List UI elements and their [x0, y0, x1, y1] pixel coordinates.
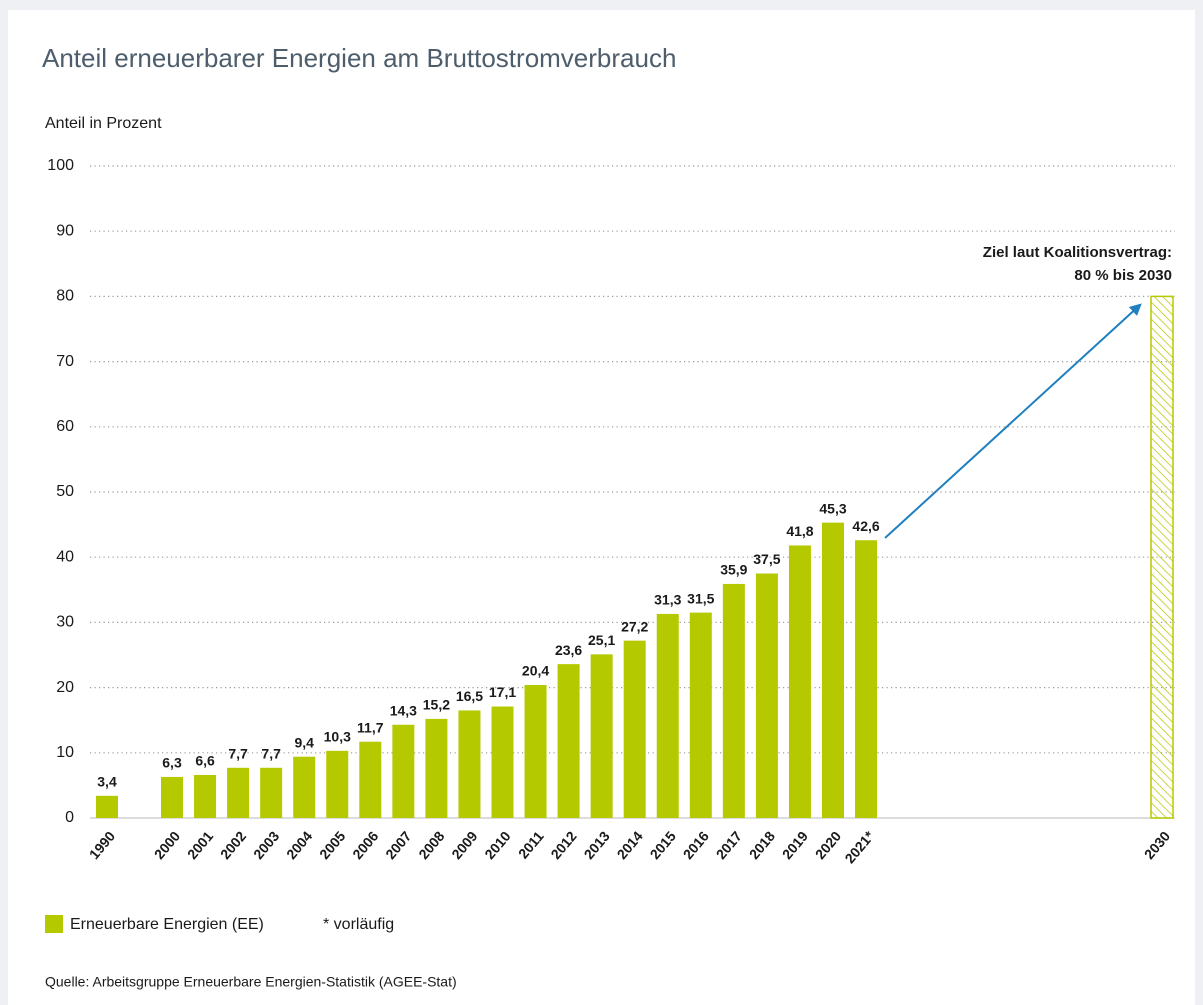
- bar: [491, 706, 514, 818]
- value-label: 14,3: [390, 702, 417, 718]
- value-label: 7,7: [228, 745, 248, 761]
- value-label: 31,3: [654, 592, 681, 608]
- bar: [524, 684, 547, 818]
- value-label: 41,8: [786, 523, 813, 539]
- bar: [656, 613, 679, 818]
- y-tick-label: 40: [56, 548, 74, 565]
- value-label: 35,9: [720, 562, 747, 578]
- value-label: 20,4: [522, 663, 549, 679]
- value-label: 9,4: [294, 734, 314, 750]
- y-tick-label: 70: [56, 353, 74, 370]
- y-tick-label: 90: [56, 222, 74, 239]
- bar: [689, 612, 712, 818]
- bar: [425, 718, 448, 818]
- y-tick-label: 50: [56, 483, 74, 500]
- arrow: [884, 303, 1142, 539]
- card: [8, 10, 1195, 1005]
- y-tick-label: 60: [56, 418, 74, 435]
- bar: [161, 776, 183, 818]
- value-label: 11,7: [357, 719, 384, 735]
- chart-title: Anteil erneuerbarer Energien am Bruttost…: [42, 43, 676, 73]
- footnote: * vorläufig: [323, 916, 394, 933]
- source: Quelle: Arbeitsgruppe Erneuerbare Energi…: [45, 974, 457, 990]
- bar: [557, 664, 580, 818]
- y-tick-label: 30: [56, 614, 74, 631]
- bar: [590, 654, 613, 818]
- bar: [194, 774, 217, 818]
- legend-label: Erneuerbare Energien (EE): [70, 916, 264, 933]
- bar: [359, 741, 382, 818]
- value-label: 15,2: [423, 697, 450, 713]
- bar: [293, 756, 316, 818]
- y-tick-label: 10: [56, 744, 74, 761]
- y-tick-label: 80: [56, 288, 74, 305]
- value-label: 45,3: [819, 500, 846, 516]
- target-bar: [1150, 295, 1174, 819]
- y-axis-label: Anteil in Prozent: [45, 115, 162, 132]
- bar: [392, 724, 415, 818]
- y-tick-label: 100: [47, 157, 74, 174]
- bar: [326, 750, 349, 818]
- value-label: 6,6: [195, 753, 215, 769]
- bar: [458, 710, 481, 818]
- value-label: 10,3: [324, 729, 351, 745]
- bar: [855, 540, 878, 818]
- value-label: 31,5: [687, 590, 714, 606]
- value-label: 27,2: [621, 618, 648, 634]
- y-tick-label: 0: [65, 809, 74, 826]
- value-label: 23,6: [555, 642, 582, 658]
- value-label: 17,1: [489, 684, 516, 700]
- bar: [260, 767, 283, 818]
- annotation: Ziel laut Koalitionsvertrag:: [983, 244, 1172, 261]
- value-label: 3,4: [97, 774, 117, 790]
- bar: [623, 640, 646, 818]
- annotation: 80 % bis 2030: [1074, 267, 1172, 284]
- y-tick-label: 20: [56, 679, 74, 696]
- bar: [755, 573, 778, 818]
- value-label: 7,7: [261, 745, 281, 761]
- value-label: 42,6: [852, 518, 879, 534]
- value-label: 6,3: [162, 755, 182, 771]
- bar: [788, 545, 811, 818]
- bar: [227, 767, 250, 818]
- legend-swatch: [45, 915, 63, 933]
- value-label: 37,5: [753, 551, 780, 567]
- bar: [822, 522, 844, 818]
- bar: [722, 583, 745, 818]
- bar: [96, 795, 118, 818]
- value-label: 16,5: [456, 688, 483, 704]
- value-label: 25,1: [588, 632, 615, 648]
